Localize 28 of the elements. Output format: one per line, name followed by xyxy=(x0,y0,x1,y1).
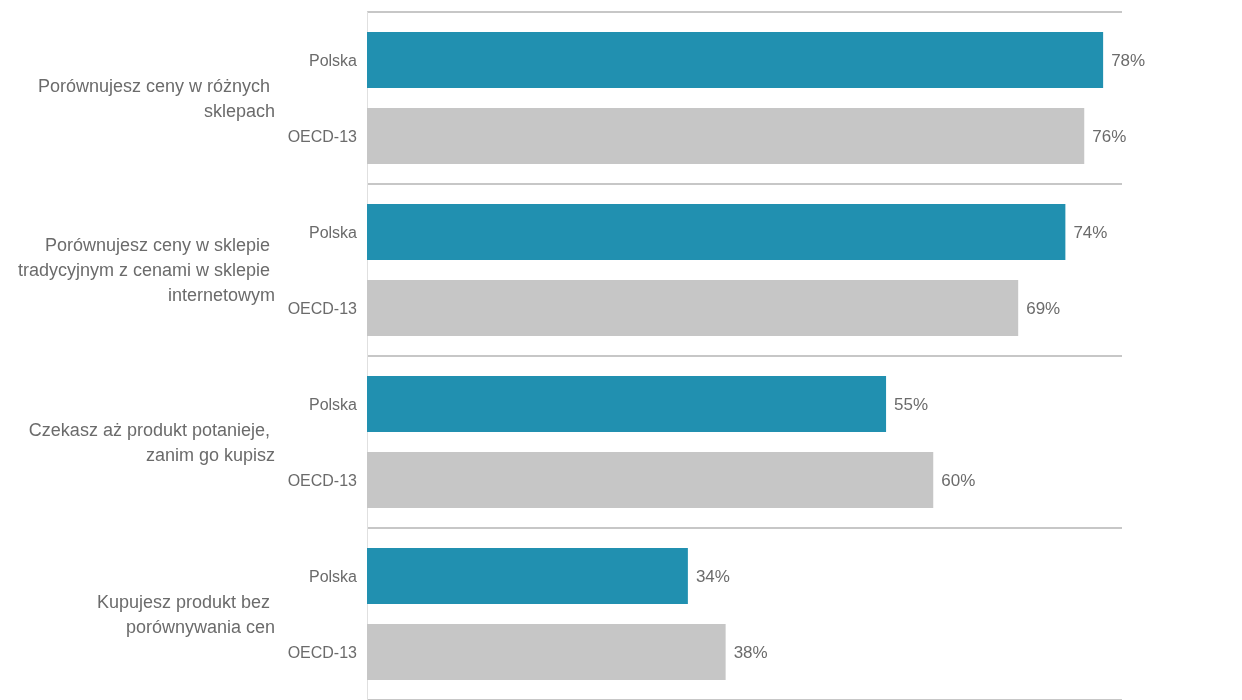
bar xyxy=(367,280,1019,336)
bar xyxy=(367,32,1104,88)
text: Polska xyxy=(308,395,357,413)
bar xyxy=(367,108,1085,164)
series-label: OECD-13 xyxy=(287,127,358,145)
data-label: 74% xyxy=(1073,222,1108,242)
text: OECD-13 xyxy=(287,643,357,661)
y-tick-label: Czekasz aż produkt potanieje, zanim go kupisz xyxy=(28,419,275,465)
data-label: 76% xyxy=(1092,126,1127,146)
bar xyxy=(367,624,726,680)
bar xyxy=(367,376,887,432)
data-label: 34% xyxy=(695,566,730,586)
bar xyxy=(367,204,1066,260)
y-tick-label: Porównujesz ceny w sklepie tradycyjnym z cenami w sklepie internetowym xyxy=(17,235,275,305)
data-label: 69% xyxy=(1026,298,1061,318)
series-label: Polska xyxy=(308,51,358,69)
y-tick-label: Porównujesz ceny w różnych sklepach xyxy=(37,75,275,121)
text: Polska xyxy=(308,223,357,241)
text: OECD-13 xyxy=(287,471,357,489)
data-label: 55% xyxy=(894,394,929,414)
data-label: 78% xyxy=(1111,50,1146,70)
bar xyxy=(367,548,688,604)
bar xyxy=(367,452,934,508)
text: Polska xyxy=(308,567,357,585)
data-label: 60% xyxy=(941,470,976,490)
text: OECD-13 xyxy=(287,299,357,317)
y-tick-label: Kupujesz produkt bez porównywania cen xyxy=(96,591,275,637)
data-label: 38% xyxy=(733,642,768,662)
